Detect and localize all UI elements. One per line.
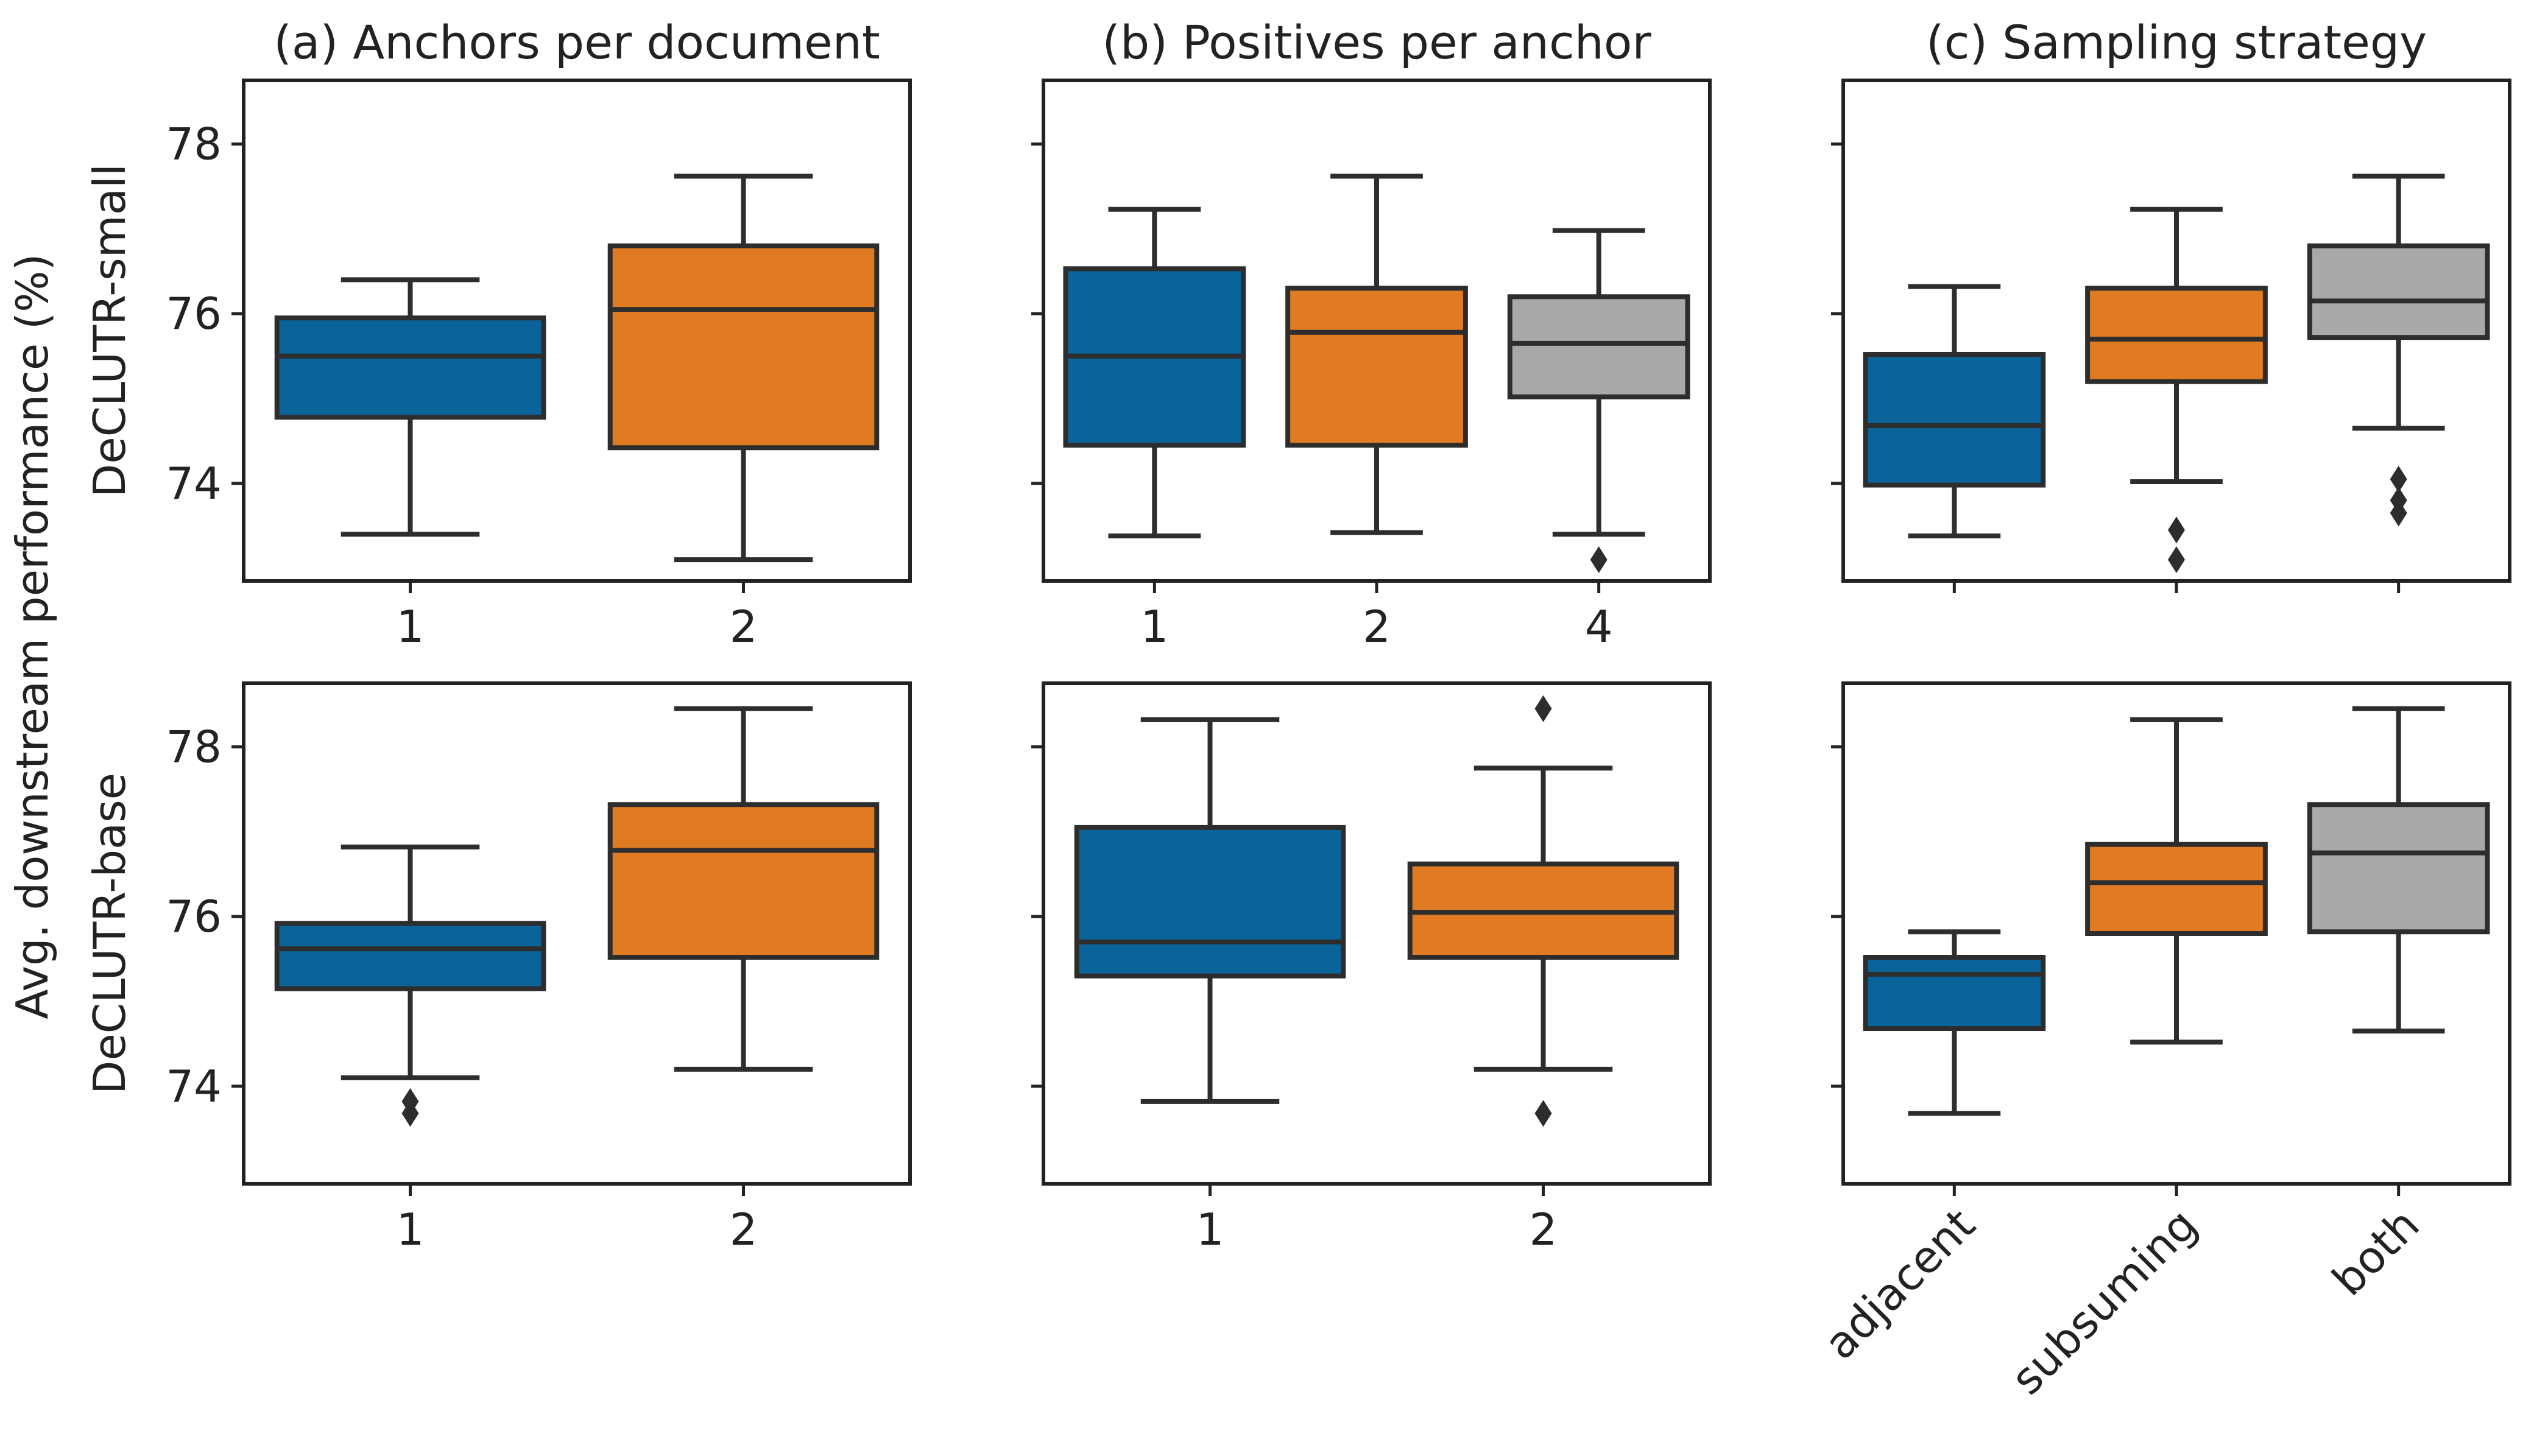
box-iqr [2307, 243, 2490, 340]
box-iqr [1074, 825, 1346, 979]
x-tick-label: 2 [730, 601, 758, 652]
panel-1: (a) Anchors per document DeCLUTR-small 74 7… [84, 15, 912, 652]
row-label: DeCLUTR-base [84, 773, 135, 1094]
box-iqr [2085, 286, 2268, 384]
x-tick-label: 1 [1196, 1204, 1224, 1255]
box-iqr [1863, 955, 2046, 1032]
box-1 [1063, 206, 1246, 539]
axes-frame [242, 79, 912, 583]
panel-2: (b) Positives per anchor 1 2 4 [1031, 15, 1712, 652]
outlier-point [2168, 546, 2185, 574]
panel-title: (c) Sampling strategy [1926, 15, 2427, 69]
panel-3: (c) Sampling strategy [1831, 15, 2511, 593]
y-tick-label: 74 [166, 458, 222, 509]
box-1 [274, 277, 546, 537]
x-tick-label: 2 [1363, 601, 1391, 652]
box-both [2307, 174, 2490, 527]
x-tick-label: 2 [1530, 1204, 1558, 1255]
x-tick-label: 1 [397, 1204, 425, 1255]
axes-frame [1841, 681, 2511, 1186]
axes-frame [1042, 79, 1712, 583]
outlier-point [2390, 499, 2407, 527]
box-adjacent [1863, 929, 2046, 1116]
box-iqr [1507, 294, 1690, 399]
box-2 [1285, 174, 1468, 535]
axes-frame [1042, 681, 1712, 1186]
panel-title: (b) Positives per anchor [1102, 15, 1651, 69]
x-tick-label: 1 [1140, 601, 1168, 652]
box-iqr [2085, 842, 2268, 937]
y-tick-label: 78 [166, 118, 222, 169]
box-adjacent [1863, 284, 2046, 539]
outlier-point [1534, 695, 1552, 722]
x-tick-label: 4 [1585, 601, 1613, 652]
outlier-point [1534, 1100, 1552, 1127]
x-tick-label: 1 [397, 601, 425, 652]
row-label: DeCLUTR-small [84, 164, 135, 498]
box-4 [1507, 228, 1690, 574]
x-tick-label: 2 [730, 1204, 758, 1255]
box-both [2307, 706, 2490, 1034]
box-subsuming [2085, 717, 2268, 1045]
box-iqr [274, 921, 546, 991]
box-2 [1407, 695, 1679, 1127]
box-2 [607, 706, 880, 1072]
box-iqr [1285, 286, 1468, 448]
outlier-point [2390, 465, 2407, 493]
box-iqr [274, 315, 546, 420]
y-tick-label: 78 [166, 721, 222, 772]
panel-title: (a) Anchors per document [274, 15, 880, 69]
y-tick-label: 76 [166, 288, 222, 339]
box-1 [274, 844, 546, 1127]
y-tick-label: 74 [166, 1061, 222, 1112]
panel-4: DeCLUTR-base 74 76 78 1 2 [84, 681, 912, 1255]
box-1 [1074, 717, 1346, 1104]
outlier-point [1590, 546, 1608, 574]
figure-y-axis-label: Avg. downstream performance (%) [7, 253, 58, 1019]
box-2 [607, 174, 880, 563]
box-iqr [1863, 352, 2046, 488]
outlier-point [401, 1100, 419, 1127]
axes-frame [1841, 79, 2511, 583]
outlier-point [2168, 516, 2185, 544]
box-iqr [607, 802, 880, 960]
box-subsuming [2085, 206, 2268, 574]
y-tick-label: 76 [166, 891, 222, 942]
axes-frame [242, 681, 912, 1186]
box-iqr [2307, 802, 2490, 935]
box-iqr [607, 243, 880, 451]
